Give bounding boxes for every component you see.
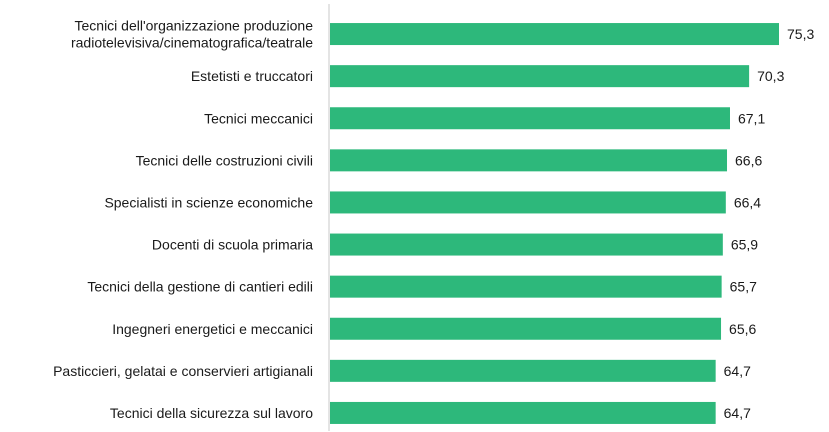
- category-label: Tecnici della gestione di cantieri edili: [87, 279, 313, 295]
- value-label: 66,6: [735, 152, 762, 168]
- value-label: 64,7: [724, 363, 751, 379]
- category-label: Tecnici delle costruzioni civili: [136, 152, 313, 168]
- category-label: radiotelevisiva/cinematografica/teatrale: [71, 35, 313, 51]
- bar: [330, 65, 750, 88]
- value-label: 75,3: [787, 26, 814, 42]
- category-label: Tecnici della sicurezza sul lavoro: [110, 405, 313, 421]
- category-label: Tecnici meccanici: [204, 110, 313, 126]
- bar: [330, 317, 722, 340]
- category-label: Estetisti e truccatori: [191, 68, 313, 84]
- value-label: 67,1: [738, 110, 765, 126]
- category-label: Docenti di scuola primaria: [152, 237, 313, 253]
- value-label: 65,6: [729, 321, 756, 337]
- value-label: 65,9: [731, 237, 758, 253]
- category-label: Pasticcieri, gelatai e conservieri artig…: [53, 363, 313, 379]
- bar: [330, 233, 723, 256]
- value-label: 64,7: [724, 405, 751, 421]
- bar: [330, 149, 728, 172]
- value-label: 65,7: [730, 279, 757, 295]
- bar: [330, 401, 716, 424]
- category-label: Specialisti in scienze economiche: [104, 194, 313, 210]
- bar: [330, 23, 779, 46]
- bars-group: [330, 23, 779, 424]
- bar: [330, 359, 716, 382]
- bar: [330, 275, 722, 298]
- bar: [330, 107, 730, 130]
- value-label: 70,3: [757, 68, 784, 84]
- category-label: Tecnici dell'organizzazione produzione: [75, 18, 314, 34]
- category-labels-group: Tecnici dell'organizzazione produzionera…: [53, 18, 313, 421]
- value-labels-group: 75,3 70,3 67,1 66,6 66,4 65,9 65,7 65,6 64,7 64,7: [724, 26, 815, 421]
- value-label: 66,4: [734, 194, 761, 210]
- category-label: Ingegneri energetici e meccanici: [112, 321, 313, 337]
- bar: [330, 191, 726, 214]
